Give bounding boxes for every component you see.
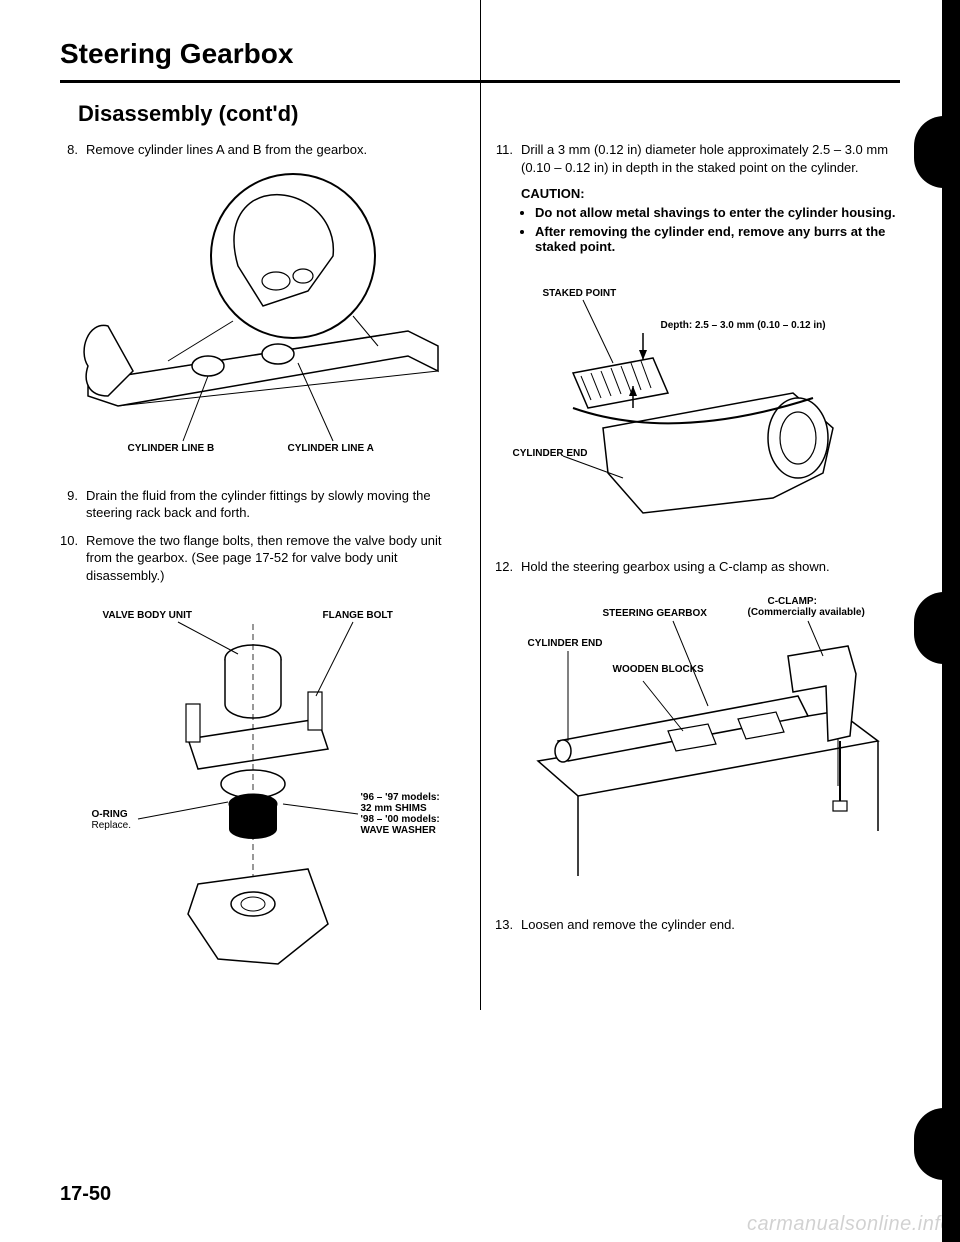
label-shims-3: '98 – '00 models: xyxy=(361,814,440,826)
figure-valve-body: VALVE BODY UNIT FLANGE BOLT O-RING Repla… xyxy=(78,604,448,984)
step-number: 10. xyxy=(60,532,86,585)
cylinder-lines-svg xyxy=(78,171,448,471)
step-text: Hold the steering gearbox using a C-clam… xyxy=(521,558,900,576)
step-number: 11. xyxy=(495,141,521,176)
label-oring-sub: Replace. xyxy=(92,820,131,832)
label-shims-1: '96 – '97 models: xyxy=(361,792,440,804)
watermark: carmanualsonline.info xyxy=(747,1213,952,1236)
step-8: 8. Remove cylinder lines A and B from th… xyxy=(60,141,465,159)
figure-staked-point: STAKED POINT Depth: 2.5 – 3.0 mm (0.10 –… xyxy=(513,278,883,538)
step-number: 13. xyxy=(495,916,521,934)
staked-point-svg xyxy=(513,278,883,538)
column-divider xyxy=(480,0,481,1010)
step-text: Drill a 3 mm (0.12 in) diameter hole app… xyxy=(521,141,900,176)
step-number: 8. xyxy=(60,141,86,159)
step-10: 10. Remove the two flange bolts, then re… xyxy=(60,532,465,585)
label-cyl-end-2: CYLINDER END xyxy=(528,638,603,650)
section-subtitle: Disassembly (cont'd) xyxy=(78,101,900,127)
step-number: 9. xyxy=(60,487,86,522)
step-text: Remove cylinder lines A and B from the g… xyxy=(86,141,465,159)
step-9: 9. Drain the fluid from the cylinder fit… xyxy=(60,487,465,522)
step-number: 12. xyxy=(495,558,521,576)
label-staked-point: STAKED POINT xyxy=(543,288,617,300)
caution-block: CAUTION: Do not allow metal shavings to … xyxy=(495,186,900,254)
page-number: 17-50 xyxy=(60,1183,111,1206)
step-12: 12. Hold the steering gearbox using a C-… xyxy=(495,558,900,576)
step-text: Remove the two flange bolts, then remove… xyxy=(86,532,465,585)
label-shims-4: WAVE WASHER xyxy=(361,825,436,837)
label-shims-2: 32 mm SHIMS xyxy=(361,803,427,815)
label-oring: O-RING xyxy=(92,809,128,821)
label-cclamp-sub: (Commercially available) xyxy=(748,607,865,619)
label-valve-body: VALVE BODY UNIT xyxy=(103,610,192,622)
label-depth: Depth: 2.5 – 3.0 mm (0.10 – 0.12 in) xyxy=(661,320,826,332)
two-column-layout: 8. Remove cylinder lines A and B from th… xyxy=(60,141,900,1000)
c-clamp-svg xyxy=(508,586,888,886)
label-cclamp: C-CLAMP: xyxy=(768,596,817,608)
label-cyl-line-a: CYLINDER LINE A xyxy=(288,443,374,455)
left-column: 8. Remove cylinder lines A and B from th… xyxy=(60,141,465,1000)
step-11: 11. Drill a 3 mm (0.12 in) diameter hole… xyxy=(495,141,900,176)
step-13: 13. Loosen and remove the cylinder end. xyxy=(495,916,900,934)
caution-title: CAUTION: xyxy=(521,186,900,201)
label-gearbox: STEERING GEARBOX xyxy=(603,608,707,620)
label-cyl-end: CYLINDER END xyxy=(513,448,588,460)
right-column: 11. Drill a 3 mm (0.12 in) diameter hole… xyxy=(495,141,900,1000)
step-text: Drain the fluid from the cylinder fittin… xyxy=(86,487,465,522)
step-text: Loosen and remove the cylinder end. xyxy=(521,916,900,934)
label-flange-bolt: FLANGE BOLT xyxy=(323,610,393,622)
caution-item: Do not allow metal shavings to enter the… xyxy=(535,205,900,220)
figure-c-clamp: STEERING GEARBOX C-CLAMP: (Commercially … xyxy=(508,586,888,886)
label-cyl-line-b: CYLINDER LINE B xyxy=(128,443,215,455)
label-wooden-blocks: WOODEN BLOCKS xyxy=(613,664,704,676)
caution-list: Do not allow metal shavings to enter the… xyxy=(521,205,900,254)
caution-item: After removing the cylinder end, remove … xyxy=(535,224,900,254)
figure-cylinder-lines: CYLINDER LINE B CYLINDER LINE A xyxy=(78,171,448,471)
